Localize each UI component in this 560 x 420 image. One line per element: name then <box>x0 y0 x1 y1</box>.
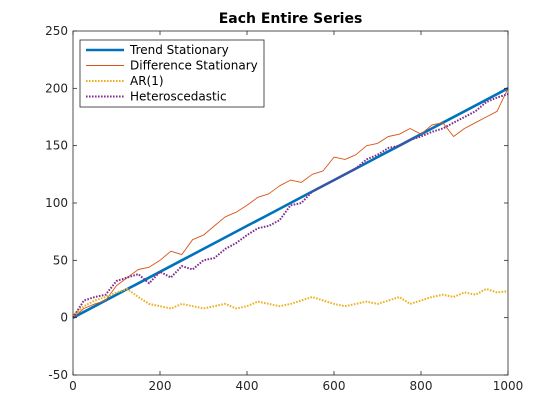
series-layer <box>72 87 509 319</box>
y-axis: -50 0 50 100 150 200 250 <box>45 24 508 382</box>
series-line-2 <box>72 88 509 319</box>
legend-entry-label: Heteroscedastic <box>130 90 227 104</box>
y-tick-label: 200 <box>45 81 68 95</box>
chart-title: Each Entire Series <box>219 11 363 27</box>
x-tick-label: 1000 <box>493 379 524 393</box>
legend-entry-label: Difference Stationary <box>130 59 258 73</box>
legend: Trend Stationary Difference StationaryAR(… <box>79 39 265 108</box>
y-tick-label: 150 <box>45 139 68 153</box>
y-tick-label: 100 <box>45 196 68 210</box>
x-tick-label: 400 <box>236 379 259 393</box>
x-tick-label: 600 <box>323 379 346 393</box>
legend-entry-label: AR(1) <box>130 74 164 88</box>
x-tick-label: 0 <box>69 379 77 393</box>
legend-entry-label: Trend Stationary <box>129 43 229 57</box>
x-axis: 0 200 400 600 800 1000 <box>69 31 523 393</box>
y-tick-label: 0 <box>60 311 68 325</box>
x-tick-label: 200 <box>149 379 172 393</box>
x-tick-label: 800 <box>410 379 433 393</box>
series-line-4 <box>72 93 509 319</box>
y-tick-label: 50 <box>53 253 68 267</box>
series-line-1 <box>72 87 509 319</box>
y-tick-label: -50 <box>48 368 68 382</box>
y-tick-label: 250 <box>45 24 68 38</box>
series-line-3 <box>72 288 509 317</box>
